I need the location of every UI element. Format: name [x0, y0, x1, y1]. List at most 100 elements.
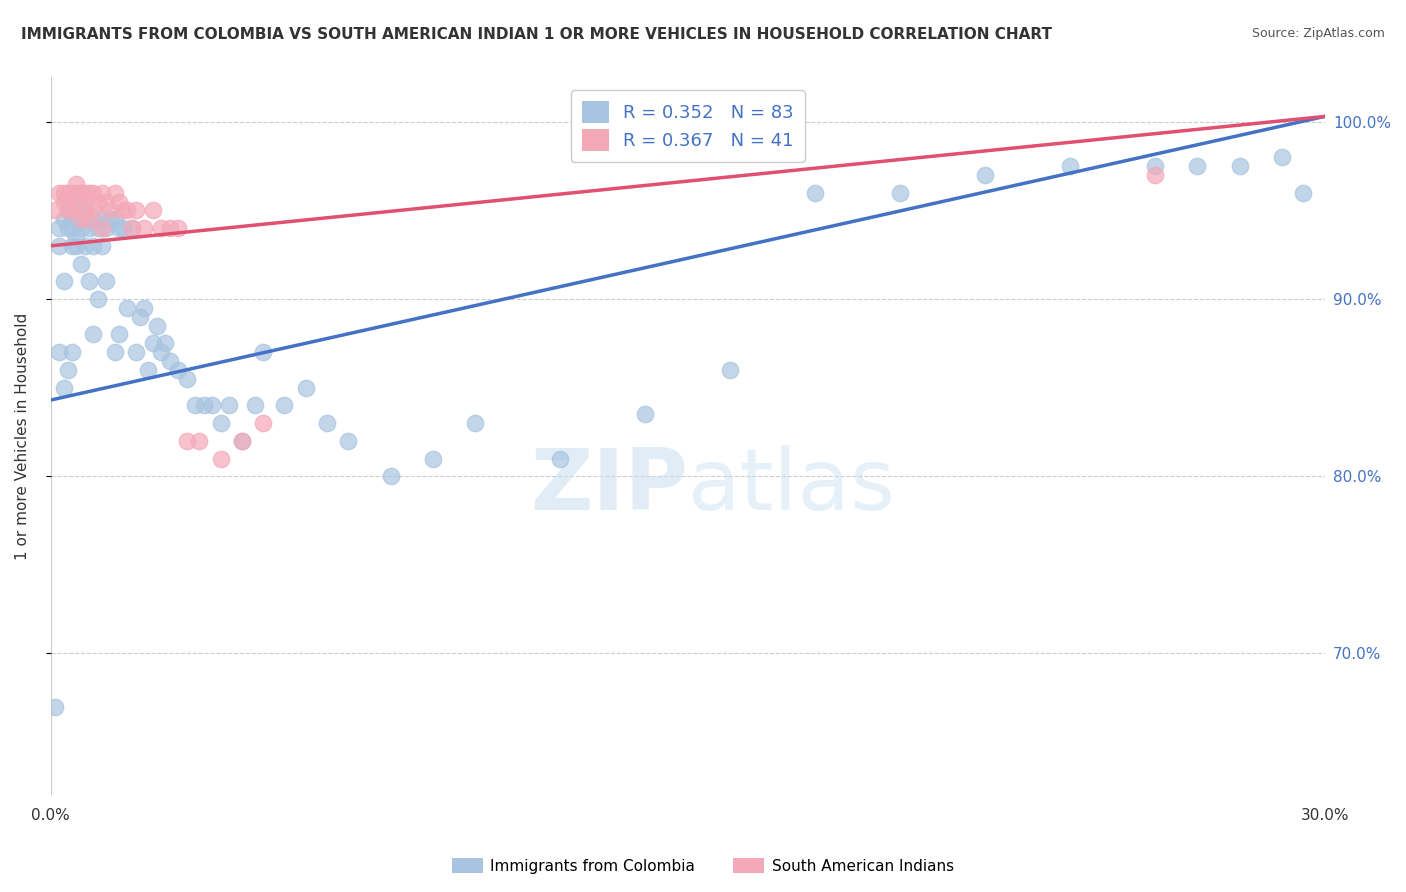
Point [86, 221, 108, 235]
Point [60, 345, 83, 359]
Point [52, 212, 75, 227]
Point [103, 212, 125, 227]
Point [69, 221, 91, 235]
Point [60, 239, 83, 253]
Point [86, 292, 108, 306]
Point [155, 336, 177, 351]
Point [77, 221, 100, 235]
Point [94, 274, 117, 288]
Point [315, 416, 337, 430]
Point [56, 221, 79, 235]
Point [56, 203, 79, 218]
Point [90, 186, 112, 200]
Point [44, 203, 66, 218]
Point [82, 203, 104, 218]
Point [103, 345, 125, 359]
Point [125, 345, 148, 359]
Point [65, 186, 87, 200]
Point [159, 221, 181, 235]
Point [73, 203, 96, 218]
Point [337, 434, 360, 448]
Point [56, 194, 79, 209]
Point [69, 203, 91, 218]
Point [273, 398, 295, 412]
Point [77, 274, 100, 288]
Point [69, 256, 91, 270]
Point [107, 221, 129, 235]
Point [125, 203, 148, 218]
Point [218, 398, 240, 412]
Point [56, 363, 79, 377]
Point [159, 354, 181, 368]
Text: Source: ZipAtlas.com: Source: ZipAtlas.com [1251, 27, 1385, 40]
Point [889, 186, 911, 200]
Point [90, 212, 112, 227]
Point [90, 239, 112, 253]
Point [98, 212, 121, 227]
Point [121, 221, 143, 235]
Point [69, 186, 91, 200]
Point [107, 194, 129, 209]
Point [142, 203, 165, 218]
Point [48, 345, 70, 359]
Point [98, 203, 121, 218]
Point [129, 310, 152, 324]
Point [111, 221, 134, 235]
Point [231, 434, 253, 448]
Point [243, 398, 266, 412]
Point [48, 186, 70, 200]
Point [82, 186, 104, 200]
Point [65, 239, 87, 253]
Point [1229, 159, 1251, 173]
Point [82, 327, 104, 342]
Point [65, 194, 87, 209]
Point [60, 203, 83, 218]
Point [252, 345, 274, 359]
Point [134, 301, 156, 315]
Point [60, 221, 83, 235]
Point [464, 416, 486, 430]
Point [111, 203, 134, 218]
Point [73, 239, 96, 253]
Point [1059, 159, 1081, 173]
Point [56, 186, 79, 200]
Point [231, 434, 253, 448]
Text: IMMIGRANTS FROM COLOMBIA VS SOUTH AMERICAN INDIAN 1 OR MORE VEHICLES IN HOUSEHOL: IMMIGRANTS FROM COLOMBIA VS SOUTH AMERIC… [21, 27, 1052, 42]
Point [69, 212, 91, 227]
Point [77, 186, 100, 200]
Point [184, 398, 207, 412]
Point [60, 186, 83, 200]
Point [193, 398, 215, 412]
Y-axis label: 1 or more Vehicles in Household: 1 or more Vehicles in Household [15, 313, 30, 560]
Point [60, 194, 83, 209]
Point [150, 345, 173, 359]
Point [422, 451, 444, 466]
Point [103, 186, 125, 200]
Point [52, 186, 75, 200]
Point [201, 398, 224, 412]
Text: ZIP: ZIP [530, 445, 688, 528]
Point [550, 451, 572, 466]
Point [65, 212, 87, 227]
Point [134, 221, 156, 235]
Point [209, 416, 232, 430]
Point [1143, 168, 1166, 182]
Legend: R = 0.352   N = 83, R = 0.367   N = 41: R = 0.352 N = 83, R = 0.367 N = 41 [571, 90, 804, 162]
Point [52, 274, 75, 288]
Point [65, 230, 87, 244]
Point [1292, 186, 1315, 200]
Point [90, 221, 112, 235]
Point [1187, 159, 1209, 173]
Point [52, 381, 75, 395]
Point [60, 212, 83, 227]
Text: atlas: atlas [688, 445, 896, 528]
Point [294, 381, 316, 395]
Point [167, 221, 190, 235]
Point [48, 239, 70, 253]
Point [1143, 159, 1166, 173]
Point [121, 221, 143, 235]
Point [56, 203, 79, 218]
Point [117, 301, 139, 315]
Point [117, 203, 139, 218]
Point [44, 699, 66, 714]
